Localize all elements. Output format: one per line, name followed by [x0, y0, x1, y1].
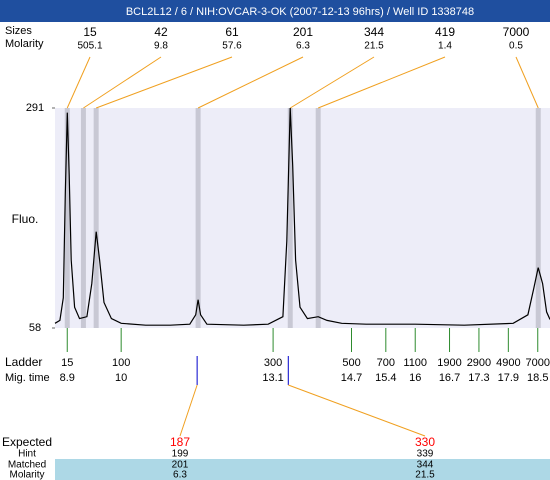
ladder-size: 1900 — [437, 357, 461, 369]
peak-size: 7000 — [503, 25, 530, 39]
peak-link — [197, 56, 304, 109]
ladder-size: 4900 — [496, 357, 520, 369]
peak-molarity: 9.8 — [154, 41, 168, 52]
peak-molarity: 6.3 — [296, 41, 310, 52]
peak-band — [64, 108, 70, 328]
ladder-size: 700 — [377, 357, 395, 369]
y-axis-label: Fluo. — [12, 212, 39, 226]
peak-molarity: 505.1 — [77, 41, 102, 52]
peak-size: 61 — [225, 25, 239, 39]
trace — [54, 107, 550, 326]
ladder-size: 500 — [342, 357, 360, 369]
ladder-time: 18.5 — [527, 372, 548, 384]
peak-size: 15 — [83, 25, 97, 39]
peak-band — [93, 108, 99, 328]
peak-molarity: 57.6 — [222, 41, 242, 52]
peak-molarity: 1.4 — [438, 41, 452, 52]
expected-size: 330 — [415, 435, 435, 449]
peak-link — [83, 56, 162, 109]
mig-time-label: Mig. time — [5, 372, 50, 384]
ladder-time: 8.9 — [60, 372, 75, 384]
ladder-time: 14.7 — [341, 372, 362, 384]
peak-link — [289, 56, 375, 109]
matched-row — [55, 459, 550, 480]
ladder-size: 300 — [264, 357, 282, 369]
plot-background — [55, 108, 550, 328]
hint-value: 339 — [417, 449, 434, 460]
bottom-molarity-label: Molarity — [9, 470, 44, 480]
peak-link — [66, 56, 91, 109]
expected-molarity: 6.3 — [173, 470, 187, 480]
expected-molarity: 21.5 — [415, 470, 435, 480]
peak-band — [315, 108, 321, 328]
peak-link — [317, 56, 446, 109]
expected-label: Expected — [2, 435, 52, 449]
peak-link — [515, 56, 539, 109]
y-tick-label: 58 — [29, 322, 41, 334]
expected-link — [288, 384, 426, 437]
peak-molarity: 0.5 — [509, 41, 523, 52]
ladder-label: Ladder — [5, 355, 42, 369]
matched-label: Matched — [8, 460, 46, 471]
sizes-label: Sizes — [5, 25, 32, 37]
ladder-time: 16.7 — [439, 372, 460, 384]
peak-band — [287, 108, 293, 328]
molarity-label: Molarity — [5, 38, 44, 50]
expected-link — [179, 384, 198, 437]
ladder-size: 2900 — [467, 357, 491, 369]
hint-label: Hint — [18, 449, 36, 460]
peak-band — [195, 108, 201, 328]
ladder-time: 17.9 — [498, 372, 519, 384]
peak-size: 42 — [154, 25, 168, 39]
ladder-time: 13.1 — [262, 372, 283, 384]
peak-molarity: 21.5 — [364, 41, 384, 52]
ladder-time: 10 — [115, 372, 127, 384]
peak-size: 201 — [293, 25, 313, 39]
ladder-time: 15.4 — [375, 372, 396, 384]
title-bar — [0, 0, 550, 22]
chart-title: BCL2L12 / 6 / NIH:OVCAR-3-OK (2007-12-13… — [126, 6, 474, 18]
ladder-size: 100 — [112, 357, 130, 369]
ladder-size: 15 — [61, 357, 73, 369]
expected-size: 187 — [170, 435, 190, 449]
ladder-size: 1100 — [403, 357, 427, 369]
y-tick-label: 291 — [26, 102, 44, 114]
peak-link — [95, 56, 233, 109]
peak-size: 419 — [435, 25, 455, 39]
plot-layer — [55, 108, 550, 328]
ladder-time: 17.3 — [468, 372, 489, 384]
peak-band — [535, 108, 541, 328]
peak-band — [80, 108, 86, 328]
peak-size: 344 — [364, 25, 384, 39]
matched-value: 344 — [417, 460, 434, 471]
hint-value: 199 — [172, 449, 189, 460]
matched-value: 201 — [172, 460, 189, 471]
ladder-size: 7000 — [526, 357, 550, 369]
ladder-time: 16 — [409, 372, 421, 384]
